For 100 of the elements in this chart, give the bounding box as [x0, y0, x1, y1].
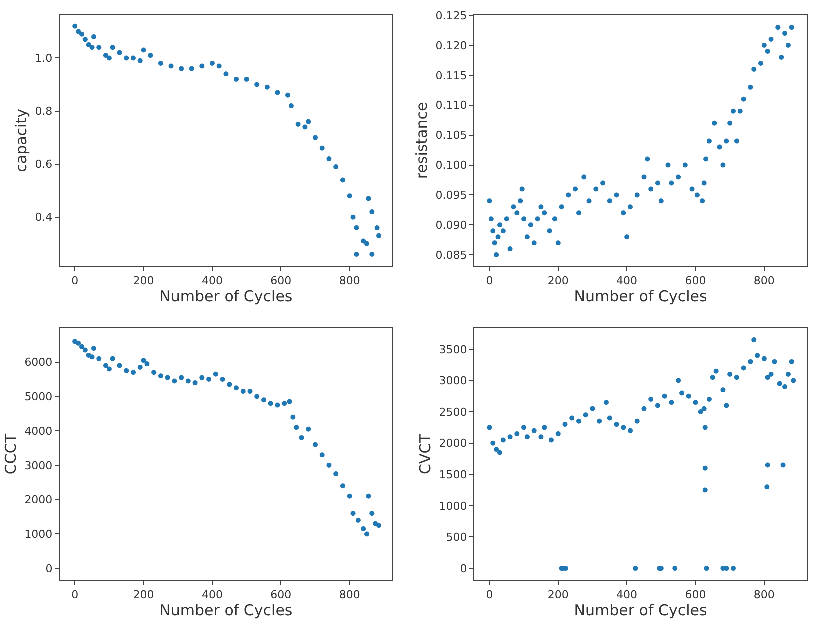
point [158, 61, 164, 66]
y-axis-title: CCCT [2, 433, 20, 475]
point [354, 252, 360, 257]
point [106, 366, 112, 372]
point [158, 374, 164, 379]
point [374, 225, 380, 230]
point [92, 346, 96, 352]
point [268, 401, 274, 406]
x-tick-label: 400 [616, 274, 638, 288]
point [192, 380, 198, 386]
point [90, 45, 95, 50]
x-tick-label: 400 [616, 588, 638, 602]
x-tick-label: 800 [754, 274, 775, 288]
point [152, 370, 157, 376]
point [254, 394, 260, 400]
point [254, 82, 260, 88]
point [287, 399, 292, 404]
point [282, 401, 288, 406]
point [124, 368, 130, 374]
y-tick-label: 0.095 [436, 189, 468, 202]
x-tick-label: 0 [72, 274, 79, 288]
point [200, 64, 205, 69]
point [296, 122, 301, 128]
point [110, 45, 116, 50]
point [350, 214, 356, 220]
point [376, 233, 382, 238]
point [90, 354, 95, 360]
y-tick-label: 1000 [24, 528, 53, 542]
y-tick-label: 3000 [439, 374, 468, 388]
point [286, 92, 291, 98]
point [275, 90, 280, 96]
point [376, 523, 382, 528]
point [234, 386, 240, 391]
point [340, 178, 346, 183]
point [186, 378, 191, 384]
point [148, 53, 154, 58]
point [361, 526, 366, 532]
y-tick-label: 1.0 [35, 52, 53, 66]
x-axis-title: Number of Cycles [574, 288, 708, 306]
point [82, 37, 88, 42]
y-tick-label: 0.110 [436, 99, 468, 112]
point [299, 435, 304, 440]
point [248, 389, 253, 394]
x-tick-label: 0 [486, 274, 494, 288]
y-tick-label: 1000 [439, 500, 468, 513]
point [320, 452, 325, 458]
point [350, 511, 356, 516]
point [275, 402, 280, 408]
point [117, 50, 122, 56]
point [141, 358, 146, 364]
point [76, 29, 82, 34]
y-tick-label: 2000 [439, 437, 468, 450]
point [138, 364, 143, 370]
point [96, 356, 102, 362]
y-axis-title: capacity [12, 108, 30, 172]
point [347, 194, 352, 199]
point [210, 61, 215, 66]
point [179, 375, 184, 380]
point [340, 484, 346, 489]
point [370, 511, 375, 516]
y-tick-label: 0.4 [35, 211, 53, 224]
point [92, 34, 96, 40]
x-tick-label: 200 [133, 588, 154, 602]
x-tick-label: 600 [685, 588, 706, 602]
point [240, 389, 246, 394]
y-tick-label: 3000 [24, 459, 53, 472]
point [72, 24, 78, 29]
y-tick-label: 5000 [24, 390, 53, 404]
point [264, 84, 270, 90]
y-axis-title: resistance [413, 102, 432, 180]
point [206, 377, 212, 382]
x-tick-label: 400 [202, 274, 223, 288]
y-tick-label: 0.100 [436, 159, 468, 172]
point [370, 252, 375, 257]
x-tick-label: 800 [339, 274, 360, 288]
point [216, 64, 222, 69]
point [306, 426, 312, 432]
y-tick-label: 500 [446, 531, 468, 544]
y-tick-label: 2000 [24, 494, 53, 507]
point [347, 494, 352, 499]
point [106, 56, 112, 61]
point [326, 462, 332, 468]
point [364, 241, 370, 246]
point [165, 375, 170, 380]
point [361, 238, 366, 244]
point [320, 146, 325, 151]
y-tick-label: 0.115 [436, 69, 468, 82]
point [130, 370, 136, 376]
y-tick-label: 0.8 [35, 105, 53, 118]
point [312, 442, 318, 448]
point [172, 378, 178, 384]
y-tick-label: 4000 [24, 424, 53, 438]
point [141, 48, 146, 53]
point [370, 210, 375, 215]
x-tick-label: 200 [548, 274, 569, 288]
point [354, 225, 360, 230]
point [117, 363, 122, 368]
y-tick-label: 0.105 [436, 129, 468, 142]
x-tick-label: 600 [270, 588, 292, 602]
point [179, 66, 184, 72]
